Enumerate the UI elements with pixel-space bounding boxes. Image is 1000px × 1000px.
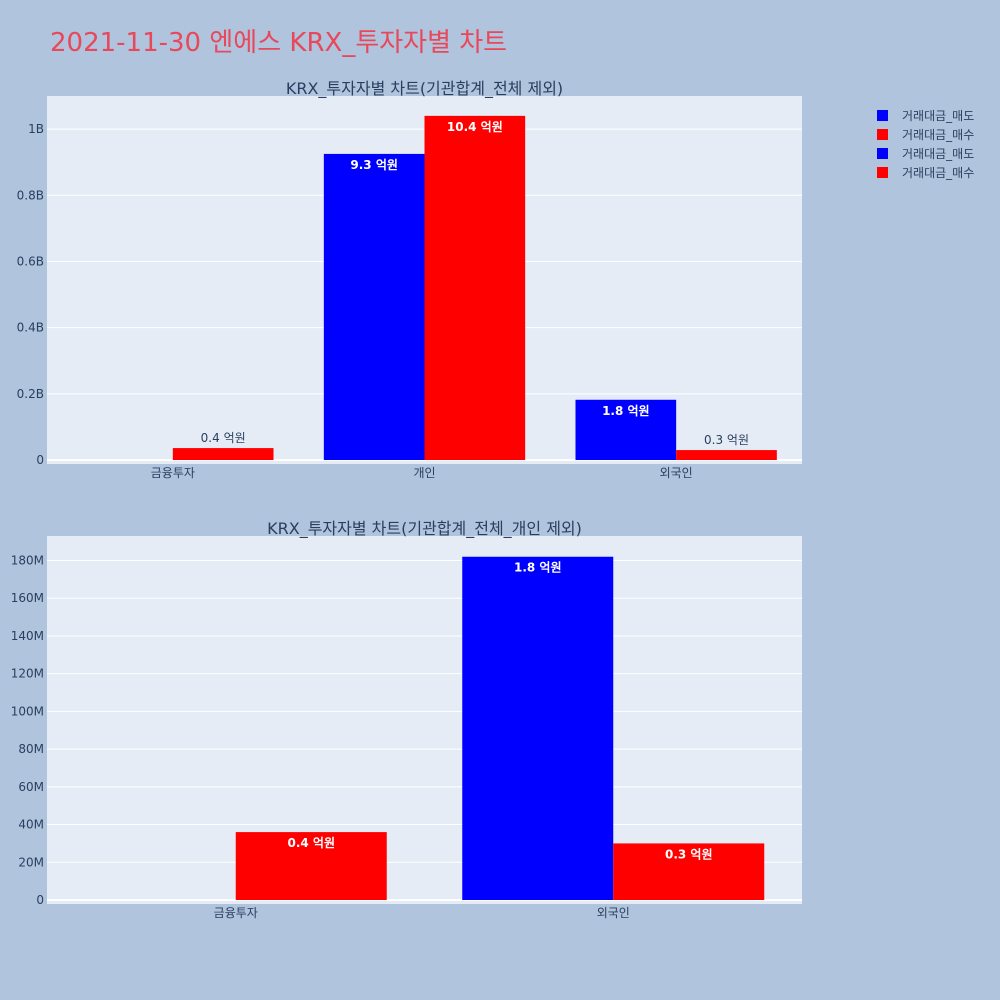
bar: [235, 832, 387, 900]
y-tick-label: 180M: [11, 554, 44, 568]
bar: [462, 556, 614, 900]
y-tick-label: 0: [36, 453, 44, 467]
y-tick-label: 40M: [18, 818, 44, 832]
y-tick-label: 0.4B: [17, 321, 44, 335]
plot-area: [47, 536, 802, 904]
y-tick-label: 20M: [18, 855, 44, 869]
x-tick-label: 외국인: [597, 906, 630, 920]
x-tick-label: 금융투자: [151, 466, 195, 480]
bar: [575, 399, 677, 460]
x-tick-label: 개인: [413, 466, 435, 480]
data-label: 10.4 억원: [447, 120, 503, 134]
legend-swatch: [877, 129, 888, 140]
bar: [172, 448, 274, 460]
y-tick-label: 100M: [11, 704, 44, 718]
legend-swatch: [877, 167, 888, 178]
y-tick-label: 0: [36, 893, 44, 907]
y-tick-label: 0.2B: [17, 387, 44, 401]
data-label: 9.3 억원: [350, 158, 398, 172]
data-label: 0.4 억원: [287, 836, 335, 850]
data-label: 0.3 억원: [704, 433, 749, 447]
y-tick-label: 80M: [18, 742, 44, 756]
y-tick-label: 1B: [28, 122, 44, 136]
x-tick-label: 금융투자: [214, 906, 258, 920]
legend-item: 거래대금_매수: [902, 128, 974, 142]
y-tick-label: 0.6B: [17, 254, 44, 268]
data-label: 1.8 억원: [602, 404, 650, 418]
y-tick-label: 0.8B: [17, 188, 44, 202]
data-label: 1.8 억원: [514, 561, 562, 575]
legend-swatch: [877, 110, 888, 121]
bar: [676, 450, 777, 460]
legend-item: 거래대금_매수: [902, 166, 974, 180]
page-title: 2021-11-30 엔에스 KRX_투자자별 차트: [50, 28, 508, 58]
legend-item: 거래대금_매도: [902, 147, 974, 161]
chart-title: KRX_투자자별 차트(기관합계_전체_개인 제외): [267, 519, 582, 539]
x-tick-label: 외국인: [660, 466, 693, 480]
bar: [424, 115, 526, 460]
data-label: 0.3 억원: [665, 847, 713, 861]
legend-swatch: [877, 148, 888, 159]
y-tick-label: 140M: [11, 629, 44, 643]
y-tick-label: 120M: [11, 667, 44, 681]
chart-title: KRX_투자자별 차트(기관합계_전체 제외): [286, 79, 563, 99]
legend-item: 거래대금_매도: [902, 109, 974, 123]
data-label: 0.4 억원: [201, 431, 246, 445]
bar: [323, 153, 425, 460]
y-tick-label: 160M: [11, 591, 44, 605]
y-tick-label: 60M: [18, 780, 44, 794]
bar: [613, 843, 765, 900]
